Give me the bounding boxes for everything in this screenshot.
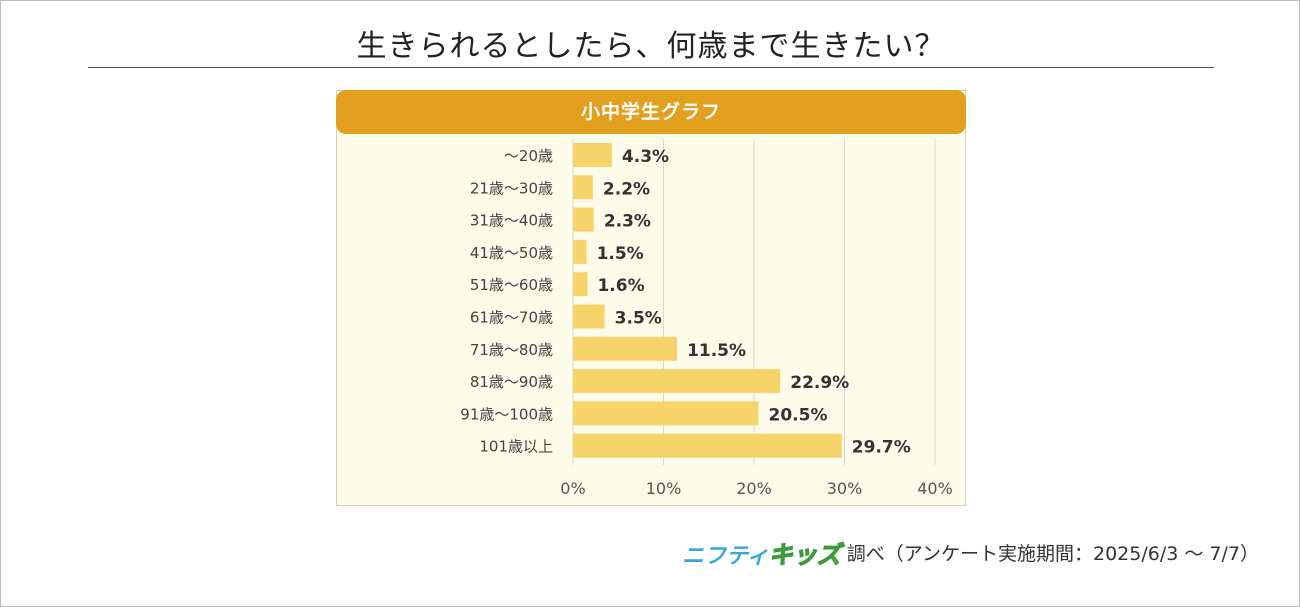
x-tick-label: 10% (646, 479, 682, 498)
title-divider (88, 67, 1214, 68)
value-label: 4.3% (622, 147, 669, 167)
bar (573, 175, 593, 200)
x-tick-label: 40% (917, 479, 953, 498)
value-label: 1.6% (597, 276, 644, 296)
value-label: 3.5% (615, 309, 662, 329)
x-tick-label: 20% (736, 479, 772, 498)
bar (573, 369, 781, 394)
category-label: 101歳以上 (479, 438, 553, 456)
bar (573, 401, 759, 426)
x-tick-label: 0% (560, 479, 585, 498)
x-tick-label: 30% (827, 479, 863, 498)
category-label: 61歳～70歳 (470, 309, 553, 327)
brand-logo-part2: キッズ (768, 540, 841, 569)
bar (573, 207, 594, 232)
bar (573, 239, 587, 264)
bar-chart: 0% 10% 20% 30% 40% ～20歳 4.3% 21歳～30歳 2.2% 31歳～40歳… (460, 139, 953, 498)
chart-panel: 小中学生グラフ 0% 10% 20% 30% 40% ～20歳 4.3% 21歳～30歳 2.2… (336, 90, 966, 506)
category-label: 51歳～60歳 (470, 276, 553, 294)
survey-note: 調べ（アンケート実施期間：2025/6/3 ～ 7/7） (846, 543, 1259, 565)
category-label: 21歳～30歳 (470, 179, 553, 197)
bar (573, 143, 612, 167)
bar (573, 304, 605, 329)
category-label: 91歳～100歳 (460, 405, 553, 423)
value-label: 22.9% (790, 373, 849, 393)
category-label: ～20歳 (504, 147, 553, 165)
brand-logo-part1: ニフティ (682, 544, 769, 569)
source-footer: ニフティ キッズ 調べ（アンケート実施期間：2025/6/3 ～ 7/7） (682, 535, 1259, 570)
bar (573, 433, 842, 458)
bar (573, 272, 588, 297)
brand-logo: ニフティ キッズ (682, 535, 841, 570)
category-label: 41歳～50歳 (470, 244, 553, 262)
category-label: 71歳～80歳 (470, 341, 553, 359)
page-title: 生きられるとしたら、何歳まで生きたい？ (356, 29, 946, 64)
category-label: 31歳～40歳 (470, 212, 553, 230)
value-label: 11.5% (687, 341, 746, 361)
bar (573, 336, 678, 361)
value-label: 20.5% (769, 405, 828, 425)
value-label: 29.7% (852, 438, 911, 458)
category-label: 81歳～90歳 (470, 373, 553, 391)
chart-header: 小中学生グラフ (336, 90, 966, 134)
value-label: 2.3% (604, 212, 651, 232)
value-label: 2.2% (603, 179, 650, 199)
value-label: 1.5% (597, 244, 644, 264)
